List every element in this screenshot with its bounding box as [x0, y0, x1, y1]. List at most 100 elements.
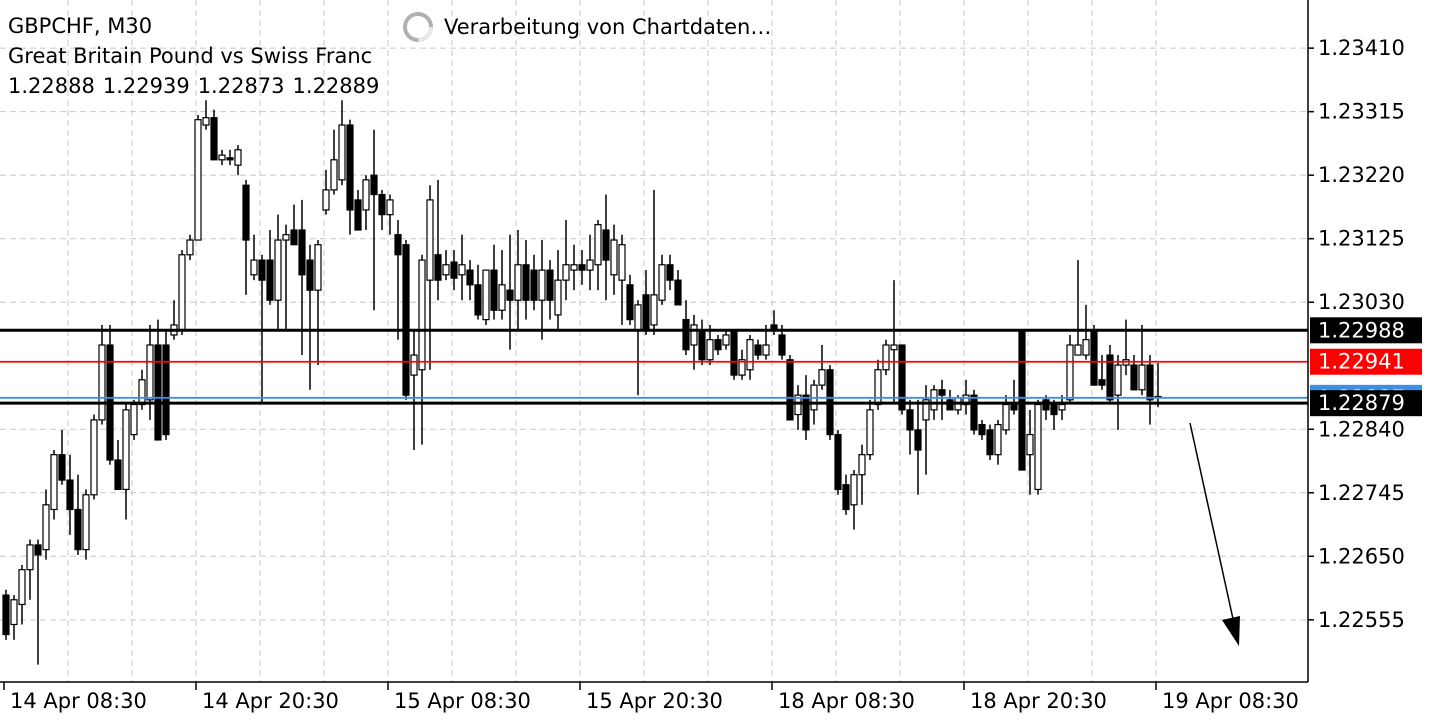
- candle-body: [210, 117, 218, 161]
- candle-body: [930, 389, 938, 411]
- candle-body: [1026, 434, 1034, 456]
- ohlc-high: 1.22939: [103, 74, 190, 98]
- candle-body: [642, 294, 650, 331]
- price-label: 1.22988: [1318, 318, 1405, 342]
- candle-body: [1042, 399, 1050, 411]
- candle-body: [234, 149, 242, 166]
- candle-body: [306, 259, 314, 291]
- y-tick-label: 1.23125: [1318, 227, 1405, 251]
- candle-body: [474, 284, 482, 316]
- candle-body: [866, 409, 874, 456]
- candle-body: [410, 354, 418, 376]
- candle-body: [906, 409, 914, 431]
- candle-body: [290, 229, 298, 246]
- ohlc: 1.22888 1.22939 1.22873 1.22889: [8, 74, 379, 98]
- candle-body: [658, 264, 666, 301]
- candle-body: [1010, 403, 1018, 411]
- candle-body: [90, 419, 98, 496]
- candle-body: [2, 594, 10, 636]
- candle-body: [34, 544, 42, 556]
- candle-body: [18, 569, 26, 606]
- x-tick-label: 18 Apr 20:30: [970, 689, 1107, 713]
- candle-body: [322, 189, 330, 211]
- y-tick-label: 1.23315: [1318, 100, 1405, 124]
- candle-body: [586, 259, 594, 271]
- candle-body: [994, 423, 1002, 456]
- y-tick-label: 1.22650: [1318, 544, 1405, 568]
- candle-body: [250, 259, 258, 276]
- candle-body: [1098, 379, 1106, 386]
- candle-body: [154, 344, 162, 441]
- y-tick-label: 1.23410: [1318, 36, 1405, 60]
- candle-body: [594, 224, 602, 266]
- candle-body: [722, 334, 730, 346]
- candle-body: [938, 389, 946, 396]
- arrow-head: [1222, 616, 1240, 646]
- candle-body: [498, 284, 506, 311]
- candle-body: [274, 239, 282, 301]
- candle-body: [1050, 403, 1058, 416]
- spinner-gap: [403, 12, 433, 42]
- candle-body: [74, 508, 82, 551]
- symbol: GBPCHF, M30: [8, 14, 152, 38]
- candle-body: [114, 459, 122, 491]
- candle-body: [450, 261, 458, 279]
- candle-body: [762, 344, 770, 356]
- price-label: 1.22879: [1318, 391, 1405, 415]
- y-tick-label: 1.22745: [1318, 481, 1405, 505]
- candle-body: [578, 264, 586, 271]
- y-tick-label: 1.22555: [1318, 608, 1405, 632]
- candle-body: [562, 264, 570, 281]
- candle-body: [634, 304, 642, 331]
- description: Great Britain Pound vs Swiss Franc: [8, 44, 372, 68]
- candle-body: [674, 279, 682, 306]
- candle-body: [82, 494, 90, 551]
- candle-body: [418, 259, 426, 371]
- candle-body: [786, 359, 794, 421]
- candle-body: [1082, 339, 1090, 356]
- candle-body: [858, 454, 866, 476]
- status: Verarbeitung von Chartdaten…: [444, 15, 771, 39]
- candle-body: [98, 344, 106, 421]
- candle-body: [850, 474, 858, 506]
- y-tick-label: 1.23030: [1318, 290, 1405, 314]
- candle-body: [266, 259, 274, 301]
- candle-body: [690, 324, 698, 346]
- x-tick-label: 18 Apr 08:30: [778, 689, 915, 713]
- candle-body: [1138, 364, 1146, 391]
- candle-body: [490, 269, 498, 311]
- candle-body: [530, 269, 538, 301]
- candle-body: [330, 159, 338, 191]
- candle-body: [890, 344, 898, 351]
- candle-body: [466, 269, 474, 286]
- candle-body: [354, 199, 362, 231]
- candle-body: [122, 409, 130, 491]
- candle-body: [1146, 364, 1154, 401]
- candle-body: [346, 124, 354, 211]
- candle-body: [482, 269, 490, 321]
- candle-body: [922, 399, 930, 421]
- candle-body: [506, 289, 514, 301]
- arrow-shaft: [1189, 422, 1236, 629]
- candle-body: [162, 344, 170, 436]
- candle-body: [314, 244, 322, 291]
- candle-body: [978, 423, 986, 436]
- candle-body: [282, 234, 290, 241]
- x-tick-label: 15 Apr 20:30: [586, 689, 723, 713]
- candle-body: [754, 344, 762, 356]
- price-label-box: [1310, 317, 1422, 344]
- candle-body: [778, 334, 786, 356]
- candle-body: [202, 117, 210, 126]
- candle-body: [1074, 344, 1082, 356]
- candle-body: [402, 244, 410, 396]
- candle-body: [698, 329, 706, 361]
- candle-body: [714, 339, 722, 351]
- candle-body: [874, 369, 882, 406]
- candle-body: [1090, 329, 1098, 386]
- candle-body: [386, 199, 394, 216]
- candle-body: [514, 264, 522, 301]
- candle-body: [1106, 354, 1114, 401]
- candle-body: [194, 119, 202, 241]
- candle-body: [10, 599, 18, 626]
- x-tick-label: 14 Apr 08:30: [10, 689, 147, 713]
